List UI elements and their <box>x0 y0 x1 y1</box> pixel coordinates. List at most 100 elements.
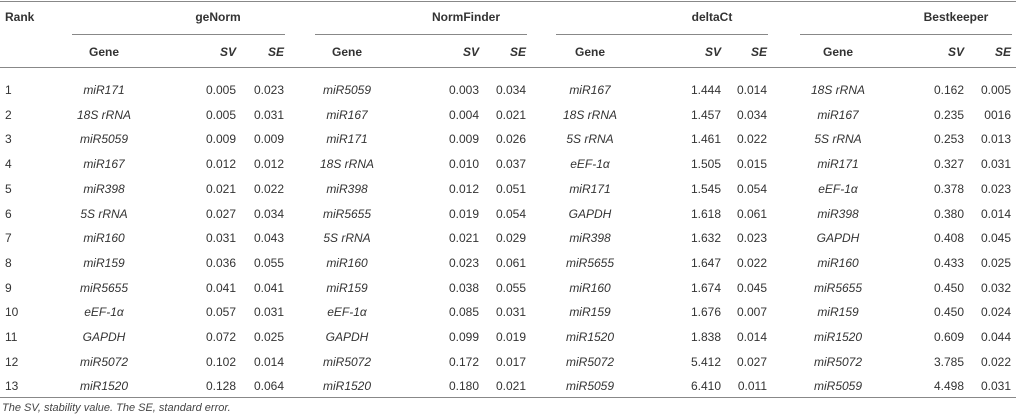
se-cell: 0.021 <box>495 379 526 394</box>
sv-cell: 1.674 <box>690 280 721 295</box>
gene-cell: miR167 <box>569 83 611 97</box>
sv-cell: 1.618 <box>690 206 721 221</box>
sv-cell: 1.676 <box>690 305 721 320</box>
sv-cell: 0.327 <box>933 157 964 172</box>
gene-cell: 18S rRNA <box>319 157 375 172</box>
gene-cell: miR5059 <box>322 83 372 97</box>
se-cell: 0.024 <box>980 305 1011 320</box>
gene-cell: miR398 <box>569 231 611 246</box>
sv-cell: 0.085 <box>448 305 479 320</box>
se-cell: 0.032 <box>980 280 1011 295</box>
sv-cell: 0.408 <box>933 231 964 246</box>
sv-cell: 0.012 <box>205 157 236 172</box>
gene-cell: GAPDH <box>816 231 860 246</box>
gene-cell: miR5072 <box>79 354 129 369</box>
column-header: SV <box>219 45 236 59</box>
gene-cell: miR5072 <box>813 354 863 369</box>
gene-cell: miR171 <box>817 157 859 172</box>
sv-cell: 0.433 <box>933 255 964 270</box>
rank-cell: 1 <box>5 83 12 97</box>
se-cell: 0.054 <box>736 181 767 196</box>
gene-cell: GAPDH <box>82 330 126 344</box>
rank-cell: 10 <box>5 305 19 320</box>
column-header: SE <box>267 45 284 59</box>
sv-cell: 0.378 <box>933 181 964 196</box>
se-cell: 0.034 <box>253 206 284 221</box>
sv-cell: 0.027 <box>205 206 236 221</box>
gene-cell: miR159 <box>326 280 368 295</box>
gene-cell: miR398 <box>817 206 859 221</box>
column-header: Gene <box>88 45 119 59</box>
gene-cell: miR5655 <box>79 280 129 295</box>
rule <box>315 34 527 35</box>
gene-cell: eEF-1α <box>570 157 610 172</box>
se-cell: 0.023 <box>253 83 284 97</box>
se-cell: 0.045 <box>736 280 767 295</box>
gene-cell: miR159 <box>569 305 611 320</box>
rank-cell: 11 <box>5 330 18 344</box>
se-cell: 0.019 <box>495 330 526 344</box>
gene-cell: eEF-1α <box>84 305 124 320</box>
gene-cell: miR160 <box>569 280 611 295</box>
sv-cell: 0.023 <box>448 255 479 270</box>
se-cell: 0.027 <box>736 354 767 369</box>
group-header: NormFinder <box>431 10 500 24</box>
sv-cell: 0.010 <box>448 157 479 172</box>
se-cell: 0.031 <box>495 305 526 320</box>
sv-cell: 0.162 <box>933 83 964 97</box>
se-cell: 0.005 <box>980 83 1011 97</box>
sv-cell: 0.004 <box>448 107 479 122</box>
rank-cell: 3 <box>5 132 12 147</box>
rank-cell: 9 <box>5 280 12 295</box>
gene-cell: miR160 <box>817 255 859 270</box>
se-cell: 0.014 <box>736 330 767 344</box>
gene-cell: miR5072 <box>322 354 372 369</box>
gene-cell: 5S rRNA <box>80 206 128 221</box>
gene-cell: miR167 <box>83 157 125 172</box>
sv-cell: 0.021 <box>205 181 236 196</box>
se-cell: 0.029 <box>495 231 526 246</box>
gene-cell: 18S rRNA <box>810 83 866 97</box>
gene-cell: miR5655 <box>322 206 372 221</box>
sv-cell: 0.450 <box>933 280 964 295</box>
sv-cell: 5.412 <box>690 354 721 369</box>
rule <box>0 1 1016 2</box>
rank-header: Rank <box>5 10 35 24</box>
gene-cell: miR160 <box>326 255 368 270</box>
se-cell: 0.013 <box>980 132 1011 147</box>
sv-cell: 1.457 <box>690 107 721 122</box>
sv-cell: 0.235 <box>933 107 964 122</box>
gene-cell: miR5059 <box>79 132 129 147</box>
column-header: Gene <box>331 45 362 59</box>
gene-cell: eEF-1α <box>327 305 367 320</box>
gene-cell: miR5655 <box>813 280 863 295</box>
se-cell: 0.022 <box>980 354 1011 369</box>
sv-cell: 0.038 <box>448 280 479 295</box>
se-cell: 0.022 <box>736 132 767 147</box>
sv-cell: 0.009 <box>448 132 479 147</box>
se-cell: 0.041 <box>253 280 284 295</box>
sv-cell: 6.410 <box>690 379 721 394</box>
se-cell: 0.045 <box>980 231 1011 246</box>
gene-cell: GAPDH <box>568 206 612 221</box>
gene-cell: 5S rRNA <box>814 132 862 147</box>
sv-cell: 0.609 <box>933 330 964 344</box>
sv-cell: 0.012 <box>448 181 479 196</box>
se-cell: 0.031 <box>980 379 1011 394</box>
sv-cell: 0.450 <box>933 305 964 320</box>
gene-cell: 18S rRNA <box>76 107 132 122</box>
se-cell: 0.055 <box>253 255 284 270</box>
sv-cell: 0.180 <box>448 379 479 394</box>
se-cell: 0.012 <box>253 157 284 172</box>
gene-cell: 5S rRNA <box>323 231 371 246</box>
se-cell: 0.044 <box>980 330 1011 344</box>
se-cell: 0.051 <box>495 181 526 196</box>
column-header: Gene <box>822 45 853 59</box>
gene-cell: miR167 <box>326 107 368 122</box>
rank-cell: 4 <box>5 157 12 172</box>
sv-cell: 1.545 <box>690 181 721 196</box>
gene-cell: 18S rRNA <box>562 107 618 122</box>
column-header: SV <box>704 45 721 59</box>
se-cell: 0.031 <box>253 305 284 320</box>
rule <box>0 397 1016 398</box>
